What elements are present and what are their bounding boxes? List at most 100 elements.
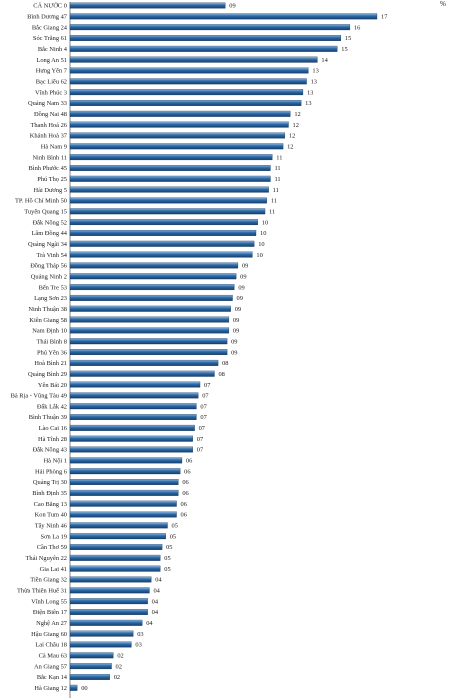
category-label: Gia Lai 41 bbox=[40, 566, 67, 573]
bar bbox=[69, 35, 342, 41]
category-label: Hoà Bình 21 bbox=[34, 360, 67, 367]
value-label: 00 bbox=[81, 685, 87, 692]
value-label: 10 bbox=[256, 252, 262, 259]
value-label: 02 bbox=[114, 674, 120, 681]
bar bbox=[69, 175, 271, 182]
category-label: Phú Thọ 25 bbox=[37, 176, 67, 183]
bar bbox=[69, 100, 302, 106]
category-label: Hà Nội 1 bbox=[44, 458, 67, 465]
category-label: Lạng Sơn 23 bbox=[34, 295, 67, 302]
value-label: 14 bbox=[321, 57, 328, 64]
bar bbox=[69, 316, 230, 323]
bar bbox=[69, 13, 378, 20]
bar bbox=[69, 273, 237, 280]
category-label: Bắc Ninh 4 bbox=[38, 46, 68, 53]
category-label: Tuyên Quang 15 bbox=[24, 208, 67, 215]
value-label: 11 bbox=[274, 165, 280, 172]
category-label: Hậu Giang 60 bbox=[31, 631, 67, 638]
bar bbox=[69, 663, 112, 670]
category-label: Quảng Nam 33 bbox=[28, 100, 67, 107]
value-label: 09 bbox=[235, 306, 241, 313]
bar bbox=[69, 186, 269, 193]
value-label: 05 bbox=[166, 544, 172, 551]
category-label: Thừa Thiên Huế 31 bbox=[17, 588, 67, 595]
category-label: Sóc Trăng 61 bbox=[33, 35, 67, 42]
category-label: Hà Giang 12 bbox=[34, 685, 67, 692]
bar bbox=[69, 143, 284, 150]
category-label: Thái Nguyên 22 bbox=[25, 555, 67, 562]
category-label: Lai Châu 18 bbox=[35, 642, 67, 649]
category-label: Nghệ An 27 bbox=[36, 620, 68, 627]
value-label: 11 bbox=[273, 187, 279, 194]
category-label: Bình Dương 47 bbox=[27, 14, 68, 21]
category-label: Đắk Lắk 42 bbox=[37, 403, 67, 410]
category-label: Bà Rịa - Vũng Tàu 49 bbox=[11, 393, 67, 400]
category-label: Bình Phước 45 bbox=[29, 165, 67, 172]
bar bbox=[69, 110, 291, 117]
category-label: Bến Tre 53 bbox=[39, 284, 67, 291]
bar bbox=[69, 229, 257, 236]
value-label: 12 bbox=[293, 122, 299, 129]
bar bbox=[69, 67, 309, 74]
value-label: 09 bbox=[231, 338, 237, 345]
value-label: 09 bbox=[242, 263, 248, 270]
category-label: Quảng Ngãi 34 bbox=[28, 241, 68, 248]
bar bbox=[69, 2, 226, 9]
bar bbox=[69, 619, 143, 626]
category-label: Nam Định 10 bbox=[32, 328, 67, 335]
bar bbox=[69, 446, 193, 453]
value-label: 09 bbox=[233, 328, 239, 335]
bar bbox=[69, 457, 183, 464]
value-label: 05 bbox=[164, 566, 170, 573]
value-label: 09 bbox=[238, 284, 244, 291]
category-label: Đắk Nông 43 bbox=[33, 447, 67, 454]
category-label: Hải Dương 5 bbox=[34, 187, 67, 194]
value-label: 04 bbox=[152, 598, 159, 605]
value-label: 11 bbox=[276, 154, 282, 161]
value-label: 13 bbox=[305, 100, 311, 107]
value-label: 05 bbox=[172, 523, 178, 530]
value-label: 10 bbox=[260, 230, 266, 237]
value-label: 09 bbox=[240, 273, 246, 280]
category-label: Bình Thuận 39 bbox=[29, 414, 67, 421]
value-label: 16 bbox=[354, 24, 360, 31]
bar bbox=[69, 522, 168, 529]
category-label: Đắk Nông 52 bbox=[33, 219, 67, 226]
bar bbox=[69, 479, 179, 485]
value-label: 13 bbox=[307, 89, 313, 96]
category-label: Bắc Giang 24 bbox=[32, 24, 68, 31]
value-label: 04 bbox=[153, 588, 160, 595]
bar bbox=[69, 284, 235, 291]
category-label: Hải Phòng 6 bbox=[35, 468, 67, 475]
bar bbox=[69, 132, 286, 139]
category-label: Khánh Hoà 37 bbox=[30, 133, 68, 140]
category-label: Quảng Bình 29 bbox=[28, 371, 67, 378]
category-label: Tiền Giang 32 bbox=[30, 577, 67, 584]
value-label: 12 bbox=[294, 111, 300, 118]
category-label: Trà Vinh 54 bbox=[36, 252, 67, 259]
bar-rows: CẢ NƯỚC 0 09 Bình Dương 47 17 Bắc Giang 24 16… bbox=[11, 2, 389, 692]
bar bbox=[69, 219, 258, 226]
bar bbox=[69, 56, 318, 63]
bar bbox=[69, 349, 228, 356]
bar bbox=[69, 392, 199, 399]
value-label: 09 bbox=[231, 349, 237, 356]
category-label: Cà Mau 63 bbox=[39, 653, 67, 660]
bar bbox=[69, 489, 179, 496]
bar bbox=[69, 359, 219, 366]
bar bbox=[69, 305, 231, 312]
category-label: Long An 51 bbox=[36, 57, 67, 64]
bar bbox=[69, 45, 338, 52]
bar bbox=[69, 435, 193, 442]
category-label: Đồng Tháp 56 bbox=[30, 263, 67, 270]
bar bbox=[69, 197, 267, 204]
bar bbox=[69, 381, 201, 388]
value-label: 13 bbox=[311, 79, 317, 86]
value-label: 07 bbox=[199, 425, 206, 432]
category-label: Lào Cai 16 bbox=[39, 425, 67, 432]
value-label: 09 bbox=[229, 3, 235, 10]
category-label: Đồng Nai 48 bbox=[34, 111, 67, 118]
category-label: Vĩnh Long 55 bbox=[31, 598, 67, 605]
bar bbox=[69, 78, 307, 85]
